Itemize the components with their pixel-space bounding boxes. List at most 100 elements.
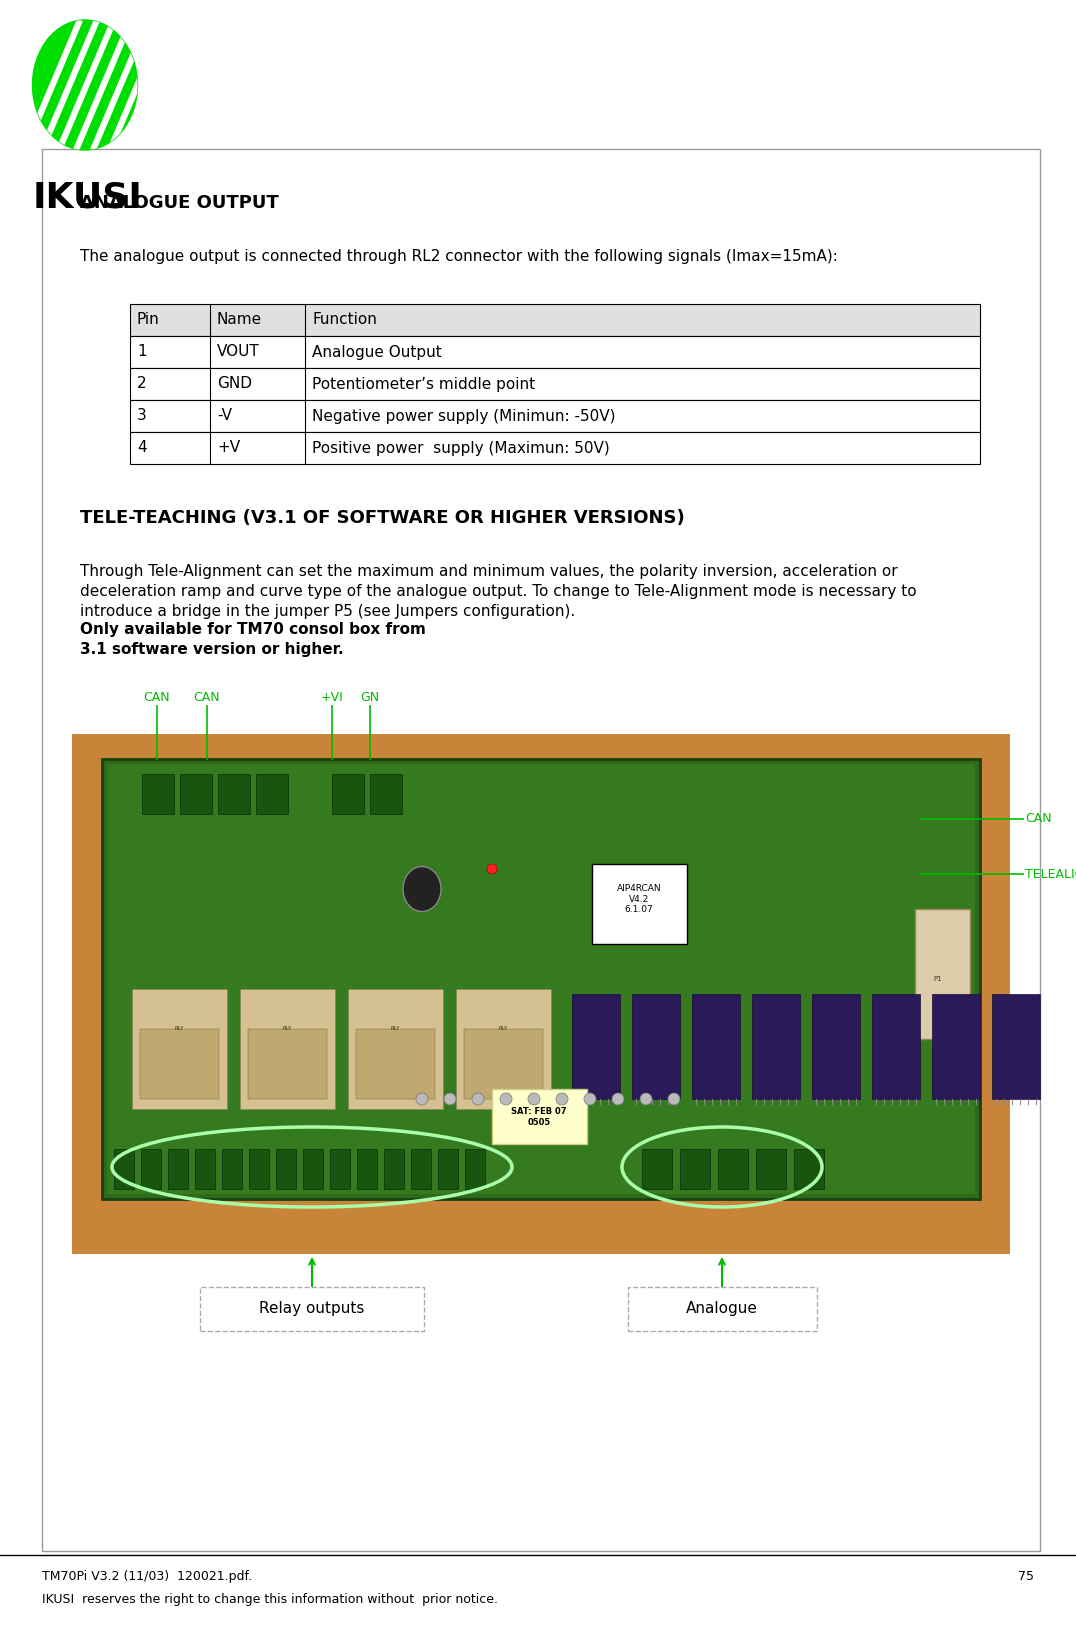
Ellipse shape <box>500 1093 512 1105</box>
Text: Function: Function <box>312 313 377 328</box>
Ellipse shape <box>404 867 441 911</box>
Ellipse shape <box>32 20 138 151</box>
Text: ANALOGUE OUTPUT: ANALOGUE OUTPUT <box>80 193 279 211</box>
Text: RLY: RLY <box>174 1026 184 1031</box>
Bar <box>141 1149 161 1188</box>
Text: Positive power  supply (Maximun: 50V): Positive power supply (Maximun: 50V) <box>312 441 610 456</box>
Text: CAN: CAN <box>194 692 221 705</box>
Bar <box>348 988 443 1110</box>
Bar <box>130 336 980 369</box>
Bar <box>140 1029 220 1100</box>
Text: 75: 75 <box>1018 1570 1034 1583</box>
Bar <box>114 1149 134 1188</box>
Ellipse shape <box>612 1093 624 1105</box>
Bar <box>370 774 402 815</box>
Bar <box>256 774 288 815</box>
Bar <box>130 303 980 336</box>
Text: AlP4RCAN
V4.2
6.1.07: AlP4RCAN V4.2 6.1.07 <box>617 883 662 915</box>
Text: TELEALIGNMENT: TELEALIGNMENT <box>1025 867 1076 880</box>
Bar <box>247 1029 327 1100</box>
Bar <box>492 1088 587 1144</box>
Text: 1: 1 <box>137 344 146 359</box>
Ellipse shape <box>487 864 497 874</box>
Text: GN: GN <box>360 692 380 705</box>
Bar <box>195 1149 215 1188</box>
Bar <box>680 1149 710 1188</box>
Text: Name: Name <box>217 313 263 328</box>
Text: The analogue output is connected through RL2 connector with the following signal: The analogue output is connected through… <box>80 249 838 264</box>
Text: CAN: CAN <box>144 692 170 705</box>
Text: 4: 4 <box>137 441 146 456</box>
Text: +V: +V <box>217 441 240 456</box>
Bar <box>356 1029 435 1100</box>
Bar <box>572 993 620 1100</box>
Bar <box>107 764 975 1193</box>
Bar <box>303 1149 323 1188</box>
Bar <box>456 988 551 1110</box>
Bar <box>142 774 174 815</box>
Text: SAT: FEB 07
0505: SAT: FEB 07 0505 <box>511 1108 567 1126</box>
Ellipse shape <box>584 1093 596 1105</box>
Text: Negative power supply (Minimun: -50V): Negative power supply (Minimun: -50V) <box>312 408 615 423</box>
Text: Analogue: Analogue <box>686 1301 758 1316</box>
Text: P1: P1 <box>934 975 943 982</box>
Bar <box>130 369 980 400</box>
Bar <box>168 1149 188 1188</box>
Text: IKUSI: IKUSI <box>33 180 143 215</box>
Bar <box>102 759 980 1200</box>
Bar <box>632 993 680 1100</box>
Text: RLY: RLY <box>498 1026 508 1031</box>
Text: VOUT: VOUT <box>217 344 259 359</box>
Ellipse shape <box>528 1093 540 1105</box>
Bar <box>464 1029 543 1100</box>
Bar <box>465 1149 485 1188</box>
Bar <box>794 1149 824 1188</box>
Bar <box>180 774 212 815</box>
Bar <box>330 1149 350 1188</box>
Bar <box>42 149 1040 1550</box>
Text: TELE-TEACHING (V3.1 OF SOFTWARE OR HIGHER VERSIONS): TELE-TEACHING (V3.1 OF SOFTWARE OR HIGHE… <box>80 510 684 528</box>
Bar <box>752 993 799 1100</box>
Bar <box>718 1149 748 1188</box>
Bar <box>132 988 227 1110</box>
Text: Through Tele-Alignment can set the maximum and minimum values, the polarity inve: Through Tele-Alignment can set the maxim… <box>80 564 917 618</box>
Text: IKUSI  reserves the right to change this information without  prior notice.: IKUSI reserves the right to change this … <box>42 1593 498 1606</box>
Bar <box>72 734 1010 1254</box>
Text: Relay outputs: Relay outputs <box>259 1301 365 1316</box>
Text: Only available for TM70 consol box from
3.1 software version or higher.: Only available for TM70 consol box from … <box>80 621 426 657</box>
Bar <box>332 774 364 815</box>
Text: 3: 3 <box>137 408 146 423</box>
Bar <box>277 1149 296 1188</box>
Text: RLY: RLY <box>282 1026 292 1031</box>
Text: GND: GND <box>217 377 252 392</box>
FancyBboxPatch shape <box>627 1287 817 1331</box>
Bar <box>240 988 335 1110</box>
Text: -V: -V <box>217 408 232 423</box>
Bar <box>130 400 980 433</box>
FancyBboxPatch shape <box>200 1287 424 1331</box>
Bar <box>872 993 920 1100</box>
Ellipse shape <box>416 1093 428 1105</box>
Text: 2: 2 <box>137 377 146 392</box>
Bar <box>915 910 969 1039</box>
Bar <box>642 1149 672 1188</box>
Text: TM70Pi V3.2 (11/03)  120021.pdf.: TM70Pi V3.2 (11/03) 120021.pdf. <box>42 1570 252 1583</box>
Text: Pin: Pin <box>137 313 159 328</box>
Bar <box>249 1149 269 1188</box>
Bar <box>384 1149 404 1188</box>
Ellipse shape <box>444 1093 456 1105</box>
Text: Analogue Output: Analogue Output <box>312 344 442 359</box>
Bar <box>438 1149 458 1188</box>
Bar <box>411 1149 431 1188</box>
Bar <box>592 864 686 944</box>
Text: CAN: CAN <box>1025 813 1051 826</box>
Bar <box>812 993 860 1100</box>
Text: Potentiometer’s middle point: Potentiometer’s middle point <box>312 377 535 392</box>
Bar <box>692 993 740 1100</box>
Bar <box>992 993 1040 1100</box>
Ellipse shape <box>640 1093 652 1105</box>
Bar <box>357 1149 377 1188</box>
Bar <box>218 774 250 815</box>
Text: +VI: +VI <box>321 692 343 705</box>
Text: RLY: RLY <box>391 1026 399 1031</box>
